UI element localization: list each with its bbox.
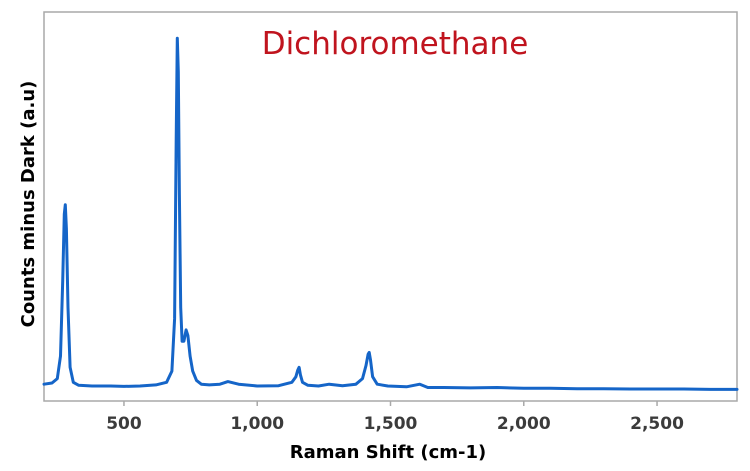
y-axis-title: Counts minus Dark (a.u)	[18, 81, 39, 328]
chart-title: Dichloromethane	[262, 26, 529, 62]
x-axis-ticks: 500 1,000 1,500 2,000 2,500	[106, 401, 684, 434]
spectrum-line	[42, 36, 739, 391]
x-tick-label: 1,000	[230, 414, 284, 434]
x-tick-label: 500	[106, 414, 142, 434]
x-tick-label: 2,500	[630, 414, 684, 434]
x-tick-label: 1,500	[364, 414, 418, 434]
plot-frame	[43, 11, 738, 402]
x-tick-label: 2,000	[497, 414, 551, 434]
x-axis-title: Raman Shift (cm-1)	[290, 442, 487, 463]
